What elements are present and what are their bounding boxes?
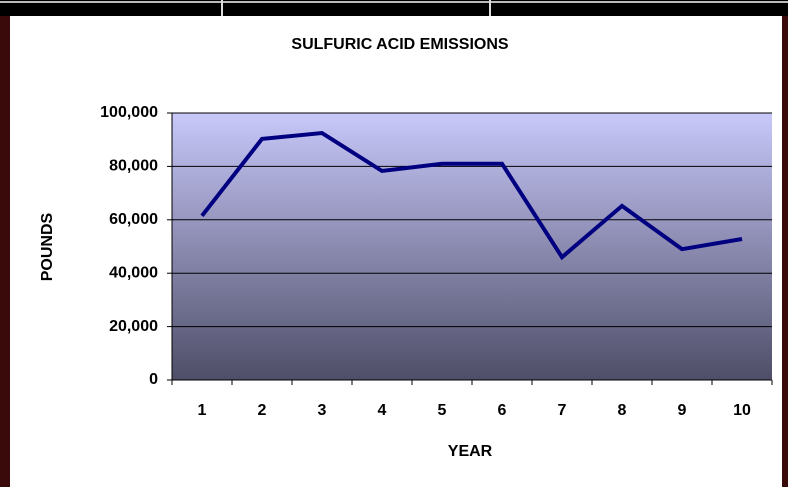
x-tick-label: 1	[198, 402, 207, 419]
x-tick-label: 10	[733, 402, 751, 419]
y-tick-label: 60,000	[109, 211, 158, 228]
x-tick-label: 3	[318, 402, 327, 419]
x-tick-label: 8	[618, 402, 627, 419]
y-tick-label: 80,000	[109, 158, 158, 175]
x-tick-label: 4	[378, 402, 387, 419]
x-axis-label: YEAR	[448, 443, 493, 460]
x-tick-label: 6	[498, 402, 507, 419]
y-tick-label: 20,000	[109, 318, 158, 335]
x-tick-label: 9	[678, 402, 687, 419]
y-tick-label: 40,000	[109, 264, 158, 281]
x-tick-label: 2	[258, 402, 267, 419]
y-tick-label: 100,000	[100, 104, 158, 121]
chart-title: SULFURIC ACID EMISSIONS	[291, 36, 509, 53]
y-axis-label: POUNDS	[39, 212, 56, 281]
x-tick-label: 7	[558, 402, 567, 419]
data-line	[200, 130, 743, 261]
x-tick-label: 5	[438, 402, 447, 419]
plot-area	[172, 113, 772, 380]
top-strip	[0, 0, 788, 16]
y-tick-label: 0	[149, 371, 158, 388]
